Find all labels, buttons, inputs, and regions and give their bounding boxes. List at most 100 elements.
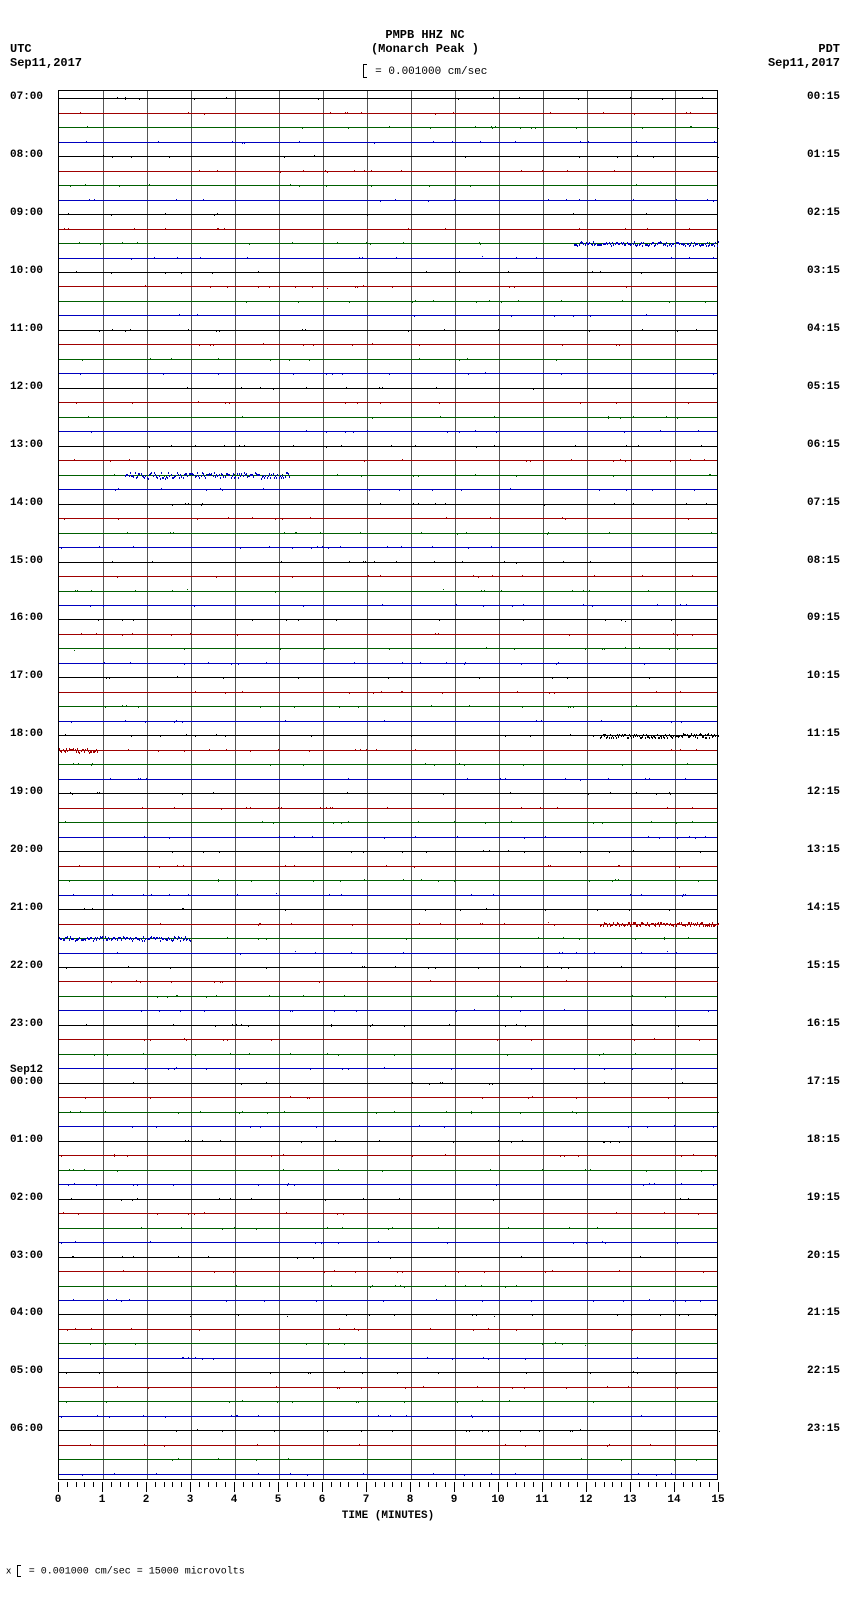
noise-dot (285, 720, 286, 721)
noise-dot (624, 432, 625, 433)
noise-dot (343, 735, 344, 736)
noise-dot (689, 257, 690, 258)
noise-dot (525, 1026, 526, 1027)
noise-dot (232, 591, 233, 592)
noise-dot (474, 1009, 475, 1010)
noise-dot (175, 142, 176, 143)
noise-dot (300, 1387, 301, 1388)
noise-dot (277, 98, 278, 99)
noise-dot (261, 1141, 262, 1142)
noise-dot (202, 1140, 203, 1141)
noise-dot (457, 939, 458, 940)
noise-dot (292, 1011, 293, 1012)
noise-dot (649, 996, 650, 997)
noise-dot (75, 1241, 76, 1242)
noise-dot (485, 924, 486, 925)
noise-dot (269, 677, 270, 678)
noise-dot (626, 214, 627, 215)
noise-dot (465, 1213, 466, 1214)
noise-dot (513, 243, 514, 244)
noise-dot (424, 229, 425, 230)
x-tick-minor (296, 1482, 297, 1487)
noise-dot (628, 1386, 629, 1387)
noise-dot (687, 1329, 688, 1330)
noise-dot (206, 258, 207, 259)
x-axis-label: TIME (MINUTES) (58, 1510, 718, 1522)
noise-dot (113, 562, 114, 563)
noise-dot (664, 937, 665, 938)
noise-dot (473, 1330, 474, 1331)
noise-dot (415, 749, 416, 750)
noise-dot (364, 1286, 365, 1287)
noise-dot (370, 1026, 371, 1027)
noise-event (618, 736, 619, 738)
noise-dot (145, 1069, 146, 1070)
noise-dot (643, 1039, 644, 1040)
noise-dot (495, 126, 496, 127)
noise-dot (103, 1357, 104, 1358)
trace-row (59, 1416, 717, 1417)
noise-dot (375, 1271, 376, 1272)
trace-row (59, 1242, 717, 1243)
noise-dot (449, 1387, 450, 1388)
noise-dot (197, 1314, 198, 1315)
noise-dot (667, 344, 668, 345)
noise-dot (628, 1127, 629, 1128)
noise-dot (495, 562, 496, 563)
noise-event (665, 244, 666, 246)
noise-dot (235, 1111, 236, 1112)
noise-dot (453, 576, 454, 577)
noise-event (685, 245, 686, 247)
noise-dot (536, 808, 537, 809)
noise-dot (255, 185, 256, 186)
noise-dot (595, 504, 596, 505)
x-tick-minor (524, 1482, 525, 1487)
noise-dot (414, 446, 415, 447)
noise-dot (492, 1084, 493, 1085)
noise-dot (132, 1200, 133, 1201)
noise-dot (165, 228, 166, 229)
noise-dot (705, 1039, 706, 1040)
x-tick-label: 12 (579, 1494, 592, 1506)
noise-dot (552, 1112, 553, 1113)
noise-dot (435, 1387, 436, 1388)
noise-dot (214, 851, 215, 852)
noise-dot (230, 1053, 231, 1054)
noise-dot (192, 301, 193, 302)
noise-dot (125, 720, 126, 721)
trace-row (59, 171, 717, 172)
noise-dot (224, 445, 225, 446)
noise-dot (563, 113, 564, 114)
noise-dot (122, 1256, 123, 1257)
noise-dot (345, 432, 346, 433)
noise-dot (488, 1343, 489, 1344)
noise-dot (483, 606, 484, 607)
noise-dot (491, 1155, 492, 1156)
noise-dot (545, 836, 546, 837)
x-tick-minor (76, 1482, 77, 1487)
noise-dot (84, 504, 85, 505)
noise-dot (299, 1199, 300, 1200)
noise-dot (629, 388, 630, 389)
noise-dot (717, 606, 718, 607)
noise-dot (242, 518, 243, 519)
noise-dot (632, 504, 633, 505)
x-tick-minor (375, 1482, 376, 1487)
noise-event (64, 939, 65, 941)
noise-dot (713, 257, 714, 258)
noise-dot (82, 1372, 83, 1373)
noise-dot (552, 489, 553, 490)
trace-row (59, 286, 717, 287)
noise-event (691, 242, 692, 244)
noise-dot (590, 561, 591, 562)
noise-dot (402, 691, 403, 692)
noise-dot (421, 532, 422, 533)
noise-dot (88, 416, 89, 417)
noise-dot (144, 1444, 145, 1445)
noise-dot (284, 1111, 285, 1112)
noise-dot (376, 1329, 377, 1330)
noise-dot (172, 1460, 173, 1461)
noise-dot (246, 359, 247, 360)
trace-row (59, 185, 717, 186)
noise-dot (125, 97, 126, 98)
